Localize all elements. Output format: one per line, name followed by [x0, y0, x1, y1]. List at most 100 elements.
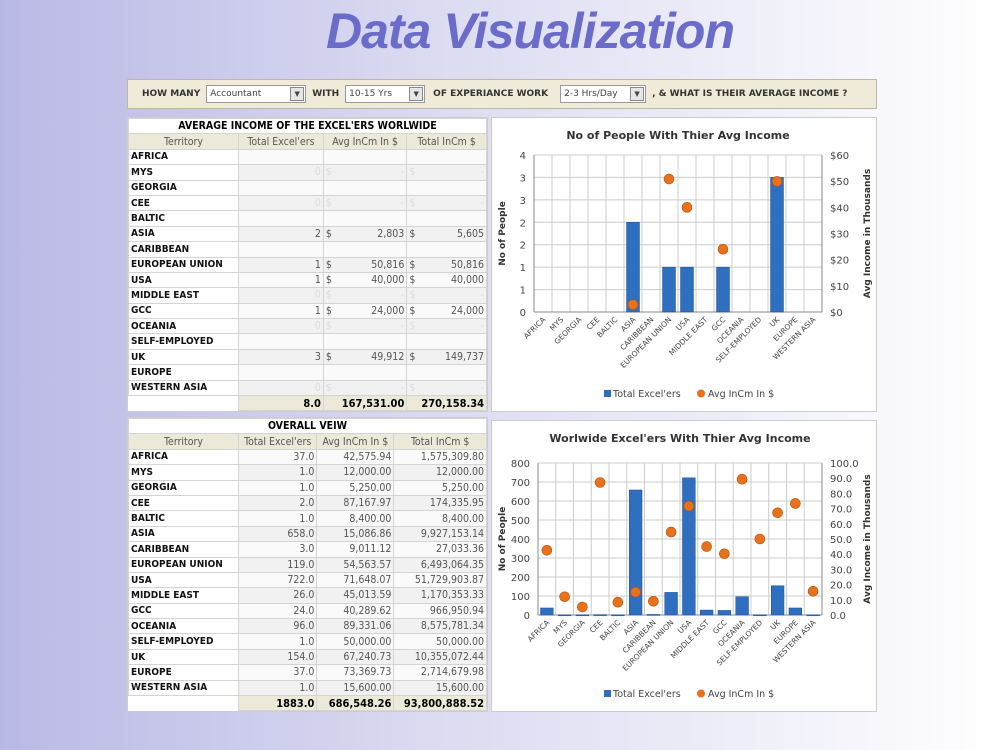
table-row: EUROPE 37.0 73,369.73 2,714,679.98 — [128, 664, 487, 681]
dollar-sign: $ — [325, 351, 332, 364]
value-cell — [322, 210, 408, 227]
table-row: BALTIC 1.0 8,400.00 8,400.00 — [128, 510, 487, 527]
y-tick-label: 200 — [511, 573, 530, 584]
total-cell: 93,800,888.52 — [393, 695, 487, 712]
table-row: BALTIC — [128, 210, 487, 227]
dollar-sign: $ — [325, 274, 332, 287]
territory-cell: AFRICA — [128, 448, 239, 466]
table-row: SELF-EMPLOYED — [128, 333, 487, 350]
value-cell: 0 — [238, 318, 324, 335]
value-cell: 8,400.00 — [393, 510, 487, 527]
value-cell: 966,950.94 — [393, 602, 487, 620]
value: 5,605 — [456, 227, 484, 240]
y-tick-label: 1 — [520, 286, 526, 297]
y2-tick-label: 10.0 — [830, 596, 852, 607]
territory-cell: MIDDLE EAST — [128, 287, 239, 304]
value-cell — [238, 210, 324, 227]
value-cell: $ - — [406, 287, 487, 304]
territory-cell: CEE — [128, 494, 239, 512]
value: 40,000 — [371, 274, 405, 287]
total-cell: 167,531.00 — [322, 395, 408, 412]
value-cell: 8,400.00 — [316, 510, 395, 527]
bar — [788, 607, 803, 616]
value-cell — [406, 210, 487, 227]
chevron-down-icon[interactable]: ▼ — [290, 87, 305, 101]
hours-dropdown[interactable]: 2-3 Hrs/Day ▼ — [560, 85, 647, 103]
experience-dropdown[interactable]: 10-15 Yrs ▼ — [345, 85, 426, 103]
value-cell: 71,648.07 — [316, 571, 395, 589]
value-cell: 9,011.12 — [316, 541, 395, 558]
table-row: AFRICA 37.0 42,575.94 1,575,309.80 — [128, 448, 487, 466]
chevron-down-icon[interactable]: ▼ — [409, 87, 424, 101]
value-cell: 1 — [238, 256, 324, 273]
x-tick-label: UK — [768, 314, 782, 328]
value: - — [480, 320, 484, 333]
y-axis-label: No of People — [498, 201, 508, 266]
y2-tick-label: $20 — [830, 256, 849, 267]
y-tick-label: 2 — [520, 218, 526, 229]
value-cell: 1 — [238, 271, 324, 289]
territory-cell: EUROPE — [128, 364, 239, 381]
bar — [664, 592, 678, 616]
data-point — [681, 202, 693, 213]
column-header: Total Excel'ers — [238, 133, 324, 150]
y2-tick-label: 30.0 — [830, 565, 852, 576]
territory-cell: UK — [128, 648, 239, 666]
value-cell: $ - — [406, 194, 487, 212]
hours-value: 2-3 Hrs/Day — [564, 89, 618, 99]
value-cell: 0 — [238, 194, 324, 212]
dollar-sign: $ — [325, 227, 332, 240]
column-header: Avg InCm In $ — [322, 133, 408, 150]
territory-cell: CARIBBEAN — [128, 541, 239, 558]
data-point — [807, 585, 819, 597]
territory-cell: ASIA — [128, 525, 239, 543]
value-cell: $50,816 — [322, 256, 408, 273]
dollar-sign: $ — [409, 289, 416, 302]
value-cell: $5,605 — [406, 225, 487, 243]
value-cell: $24,000 — [322, 302, 408, 320]
value-cell: 2.0 — [237, 494, 318, 512]
bar — [680, 266, 694, 313]
data-point — [648, 596, 659, 607]
column-header: Total Excel'ers — [237, 433, 318, 450]
value-cell: 73,369.73 — [316, 664, 395, 681]
chevron-down-icon[interactable]: ▼ — [630, 87, 645, 101]
value-cell: 5,250.00 — [316, 479, 395, 496]
value-cell: 1,170,353.33 — [393, 587, 487, 604]
column-header: Territory — [128, 433, 239, 450]
value: - — [400, 320, 405, 333]
y2-tick-label: 40.0 — [830, 550, 852, 561]
territory-cell: GEORGIA — [128, 479, 239, 496]
data-point — [683, 500, 695, 512]
table-title: AVERAGE INCOME OF THE EXCEL'ERS WORLWIDE — [128, 117, 487, 135]
table-row: CARIBBEAN 3.0 9,011.12 27,033.36 — [128, 541, 487, 558]
bar — [646, 614, 661, 616]
value-cell: 722.0 — [237, 571, 318, 589]
x-tick-label: BALTIC — [595, 315, 619, 339]
dollar-sign: $ — [409, 274, 416, 287]
territory-cell: OCEANIA — [128, 318, 239, 335]
table-row: ASIA 658.0 15,086.86 9,927,153.14 — [128, 525, 487, 543]
worldwide-income-chart: Worlwide Excel'ers With Thier Avg Income… — [491, 420, 877, 712]
data-point — [630, 586, 641, 598]
value: 40,000 — [450, 274, 484, 287]
bar — [699, 609, 714, 616]
table-row: USA 1 $40,000 $40,000 — [128, 271, 487, 289]
value-cell: 45,013.59 — [316, 587, 395, 604]
legend-label: Total Excel'ers — [612, 689, 681, 700]
data-point — [663, 173, 675, 185]
value-cell: 96.0 — [237, 618, 318, 635]
data-point — [717, 243, 729, 255]
territory-cell: BALTIC — [128, 510, 239, 527]
dollar-sign: $ — [409, 320, 416, 333]
table-row: GEORGIA — [128, 179, 487, 196]
territory-cell: BALTIC — [128, 210, 239, 227]
profession-dropdown[interactable]: Accountant ▼ — [206, 85, 307, 103]
profession-value: Accountant — [210, 89, 262, 99]
y-tick-label: 600 — [511, 497, 530, 508]
legend-dot-swatch — [697, 389, 705, 398]
legend-bar-swatch — [604, 390, 611, 397]
value-cell: 37.0 — [237, 664, 318, 681]
value-cell: 26.0 — [237, 587, 318, 604]
territory-cell: CARIBBEAN — [128, 241, 239, 258]
